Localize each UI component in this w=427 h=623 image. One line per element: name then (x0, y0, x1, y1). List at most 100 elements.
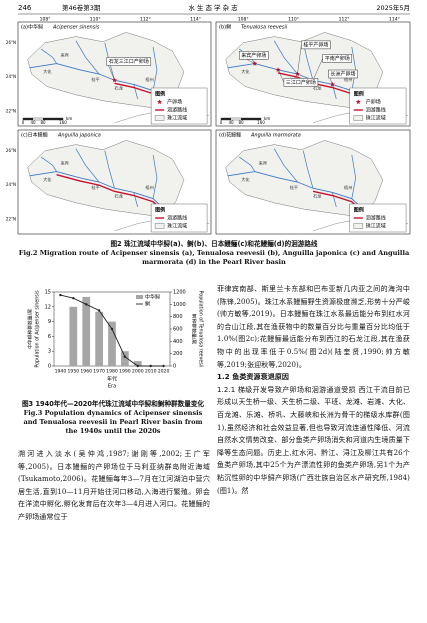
y2-tick-label: 400 (173, 339, 183, 345)
place-name: 桂平 (91, 184, 99, 191)
subsection-heading: 1.2.1 梯级开发导致产卵场和洄游通道受损 (217, 385, 356, 394)
fig2-caption: 图2 珠江流域中华鲟(a)、鲥(b)、日本鳗鲡(c)和花鳗鲡(d)的洄游路线 F… (18, 240, 410, 267)
paragraph-text: 西江干流目前已形成以天生桥一级、天生桥二级、平班、龙滩、岩滩、大化、百龙滩、乐滩… (217, 385, 410, 495)
latitude-label: 22°N (6, 108, 16, 113)
panel-label: (b)鲥 (219, 24, 231, 31)
spawning-label: 长洲产卵场 (331, 71, 356, 78)
y2-tick-label: 200 (173, 351, 183, 357)
longitude-label: 112° (140, 17, 151, 23)
y-tick-label: 3 (48, 349, 51, 355)
panel-species: Anguilla marmorata (250, 133, 301, 139)
place-name: 大化 (241, 68, 250, 75)
left-text: 溯河进入淡水(吴仲鸿,1987;谢刚等,2002;王广军等,2005)。日本鳗鲡… (18, 450, 210, 521)
x-tick-label: 1940 (55, 369, 67, 375)
x-tick-label: 1980 (106, 369, 118, 375)
scale-unit: km (264, 116, 270, 121)
legend-label: 珠江流域 (167, 223, 187, 230)
y2-tick-label: 600 (173, 327, 183, 333)
legend-label: 产卵场 (366, 99, 381, 106)
spawning-label: 平南产卵场 (325, 55, 350, 62)
river (227, 63, 368, 106)
legend-symbol (355, 99, 361, 105)
legend-symbol (154, 223, 165, 229)
legend-symbol (353, 115, 364, 121)
x-tick-label: 1990 (119, 369, 131, 375)
legend-symbol (353, 223, 364, 229)
y-axis-label: 中华鲟种群数量/尾 (27, 309, 34, 349)
x-tick-label: 1970 (93, 369, 105, 375)
latitude-label: 26°N (6, 40, 16, 45)
spawning-label: 来宾产卵场 (241, 52, 266, 59)
y2-axis-label: Population of Tenualosa reevesii (198, 291, 204, 368)
river (227, 171, 368, 214)
place-name: 桂平 (91, 76, 99, 83)
legend-symbol (136, 295, 143, 299)
scale-label: 160 (257, 120, 265, 125)
leader-line (312, 58, 323, 81)
river (152, 154, 158, 199)
basin-outline (27, 32, 185, 110)
basin-outline (225, 140, 384, 218)
river (332, 84, 337, 100)
legend-title: 图例 (155, 207, 165, 214)
place-name: 大化 (241, 176, 250, 183)
panel-species: Anguilla japonica (57, 133, 101, 139)
latitude-label: 24°N (6, 182, 16, 187)
river (351, 154, 357, 199)
legend-label: 洄游路线 (167, 107, 187, 114)
river (133, 84, 138, 100)
river (40, 156, 57, 172)
legend-label: 中华鲟 (145, 294, 160, 301)
line-point (149, 364, 152, 368)
line-point (162, 364, 165, 368)
x-axis-label: 年代 (107, 376, 117, 383)
river (332, 192, 337, 208)
fig3-caption-en: Fig.3 Population dynamics of Acipenser s… (23, 409, 203, 435)
longitude-label: 114° (190, 17, 201, 23)
label-box (106, 57, 152, 66)
panel-label: (a)中华鲟 (21, 24, 43, 31)
place-name: 石龙 (115, 85, 124, 92)
longitude-label: 112° (339, 17, 350, 23)
paragraph: 菲律宾南部、斯里兰卡东部和巴布亚新几内亚之间的海沟中(陈锋,2005)。珠江水系… (217, 285, 410, 369)
y2-axis-label: 鲥种群数量/尾 (191, 314, 198, 345)
x-axis-label: Era (108, 384, 116, 390)
spawning-label: 桂平产卵场 (303, 41, 328, 48)
right-column: 菲律宾南部、斯里兰卡东部和巴布亚新几内亚之间的海沟中(陈锋,2005)。珠江水系… (217, 283, 410, 497)
x-tick-label: 1960 (80, 369, 92, 375)
journal: 水 生 态 学 杂 志 (188, 3, 238, 12)
river (40, 48, 57, 64)
place-name: 大化 (43, 176, 52, 183)
legend-label: 珠江流域 (167, 115, 187, 122)
scale-label: 0 (220, 120, 223, 125)
river (29, 63, 169, 106)
basin-outline (27, 140, 185, 218)
x-tick-label: 2020 (158, 369, 170, 375)
x-tick-label: 2000 (132, 369, 144, 375)
panel-species: Tenualosa reevesii (241, 25, 288, 31)
paragraph: 1.2.1 梯级开发导致产卵场和洄游通道受损 西江干流目前已形成以天生桥一级、天… (217, 384, 410, 497)
legend-title: 图例 (155, 91, 165, 98)
leader-line (277, 69, 285, 83)
latitude-label: 24°N (6, 74, 16, 79)
place-name: 来宾 (259, 159, 267, 166)
scale-bar (43, 118, 63, 120)
fig2-caption-en: Fig.2 Migration route of Acipenser sinen… (18, 249, 410, 266)
section-heading: 1.2 鱼类资源衰退原因 (217, 373, 290, 382)
migration-route (56, 174, 170, 217)
legend-label: 洄游路线 (366, 215, 386, 222)
river (273, 148, 298, 183)
scale-label: 0 (22, 120, 25, 125)
scale-bar (221, 118, 231, 120)
river (152, 46, 158, 91)
longitude-label: 108° (238, 17, 249, 23)
longitude-label: 110° (288, 17, 299, 23)
bar (121, 351, 129, 366)
line-point (110, 327, 114, 331)
volume: 第46卷第3期 (62, 3, 101, 12)
scale-bar (23, 118, 33, 120)
river (133, 192, 138, 208)
date: 2025年5月 (376, 3, 410, 12)
latitude-label: 22°N (6, 216, 16, 221)
